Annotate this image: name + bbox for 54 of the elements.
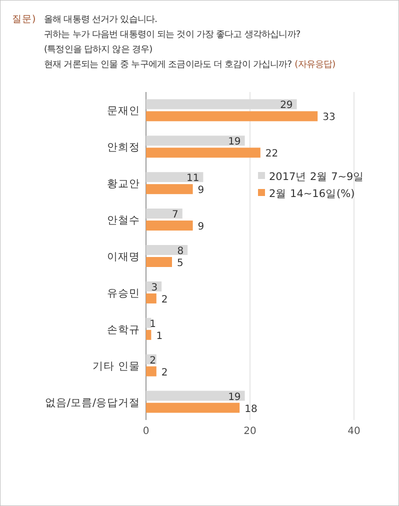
y-tick-label: 이재명 [107, 251, 140, 263]
data-label: 11 [186, 173, 200, 184]
y-tick-label: 기타 인물 [92, 360, 140, 372]
bar [146, 136, 245, 146]
data-label: 7 [172, 210, 178, 221]
data-label: 9 [198, 185, 204, 196]
bar [146, 390, 245, 401]
bar [146, 220, 193, 231]
data-label: 29 [280, 100, 293, 112]
y-tick-label: 황교안 [107, 178, 140, 190]
text: 올해 대통령 선거가 있습니다. [44, 15, 158, 25]
bar [146, 318, 152, 328]
bar [146, 366, 156, 376]
bar [146, 111, 318, 122]
text: 현재 거론되는 인물 중 누구에게 조금이라도 더 호감이 가십니까? [44, 60, 292, 70]
y-tick-label: 손학규 [107, 324, 140, 336]
data-label: 33 [322, 112, 336, 124]
data-label: 22 [265, 148, 278, 160]
bar [146, 208, 182, 219]
legend-label: 2월 14~16일(%) [269, 188, 355, 200]
y-tick-label: 안철수 [107, 214, 140, 227]
bar [146, 148, 260, 158]
x-tick-label: 20 [244, 426, 256, 437]
bar [146, 184, 193, 194]
y-tick-label: 없음/모름/응답거절 [44, 396, 140, 409]
data-label: 5 [177, 258, 184, 269]
data-label: 18 [244, 404, 258, 415]
bar [146, 99, 297, 110]
bar [146, 402, 240, 413]
text: 질문) [12, 14, 36, 25]
x-tick-label: 40 [348, 426, 360, 437]
data-label: 2 [150, 355, 156, 366]
data-label: 8 [177, 246, 184, 257]
data-label: 1 [150, 318, 156, 330]
y-tick-label: 유승민 [107, 287, 140, 300]
data-label: 2 [161, 294, 168, 306]
data-label: 19 [228, 136, 241, 148]
text: (자유응답) [294, 60, 336, 70]
data-label: 2 [161, 367, 168, 378]
bar [146, 172, 204, 182]
bar [146, 330, 152, 340]
data-label: 3 [151, 282, 158, 294]
y-tick-label: 안희정 [107, 142, 140, 154]
data-label: 9 [198, 222, 204, 233]
bar [146, 293, 156, 304]
x-tick-label: 0 [142, 426, 150, 437]
bar [146, 257, 172, 267]
y-tick-label: 문재인 [107, 105, 140, 118]
text: 귀하는 누가 다음번 대통령이 되는 것이 가장 좋다고 생각하십니까? [44, 30, 301, 40]
bar [146, 245, 188, 255]
data-label: 19 [228, 392, 241, 403]
text: (특정인을 답하지 않은 경우) [44, 45, 152, 55]
data-label: 1 [156, 330, 163, 342]
legend-label: 2017년 2월 7~9일 [269, 171, 364, 183]
